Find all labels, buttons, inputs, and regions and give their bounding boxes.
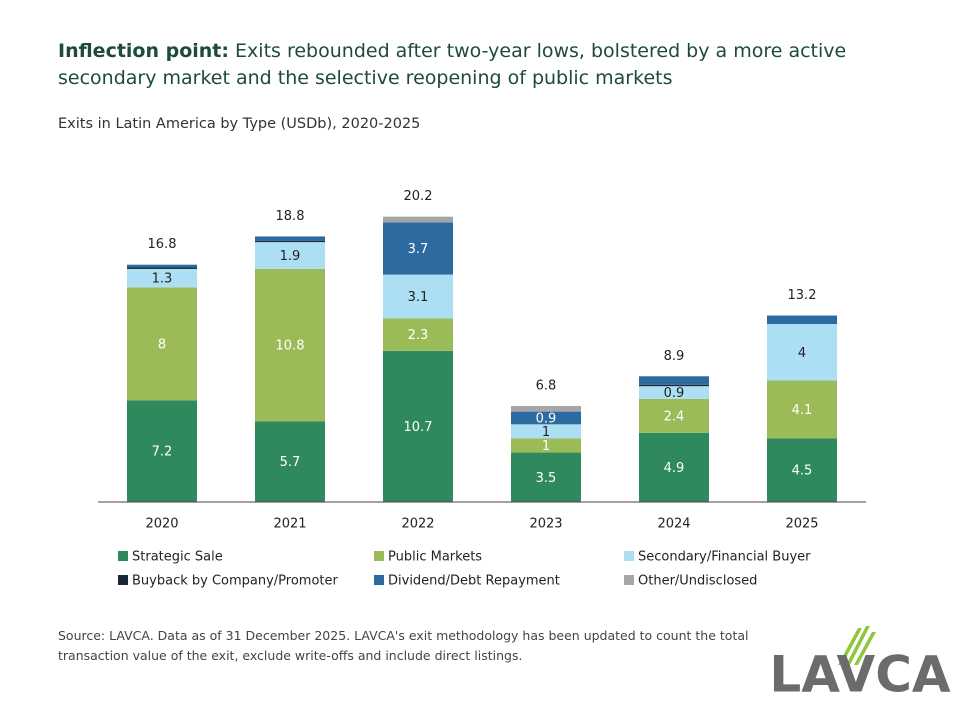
bar-segment [767,380,837,439]
data-label: 4.1 [792,403,813,418]
data-label: 3.5 [536,471,557,486]
bar-segment [127,267,197,269]
data-label: 0.9 [536,411,557,426]
bar-segment [767,438,837,502]
total-label: 16.8 [148,237,177,252]
total-label: 6.8 [536,378,557,393]
data-label: 0.9 [664,386,685,401]
title-text: Exits rebounded after two-year lows, bol… [58,40,847,89]
x-tick-label: 2021 [273,517,306,532]
bar-segment [639,386,709,399]
bar-segment [255,242,325,269]
data-label: 5.7 [280,455,301,470]
total-label: 20.2 [404,189,433,204]
bar-segment [767,324,837,381]
legend-swatch [624,551,634,561]
x-tick-label: 2025 [785,517,818,532]
bar-segment [511,411,581,425]
bar-segment [639,432,709,502]
bar-segment [639,376,709,385]
bar-segment [255,236,325,241]
bar-segment [127,264,197,268]
data-label: 4.9 [664,461,685,476]
legend-swatch [374,575,384,585]
x-tick-label: 2020 [145,517,178,532]
total-label: 13.2 [788,288,817,303]
logo-text: LAVCA [769,646,951,704]
legend-swatch [624,575,634,585]
bar-segment [511,438,581,453]
bar-segment [511,452,581,502]
bar-segment [511,405,581,412]
data-label: 1 [542,425,550,440]
logo-mark [838,626,876,665]
bar-segment [383,274,453,319]
legend-swatch [118,575,128,585]
legend-label: Other/Undisclosed [638,574,757,589]
title-lead: Inflection point: [58,40,229,62]
bar-segment [639,384,709,387]
data-label: 10.8 [276,339,305,354]
bar-segment [639,398,709,433]
legend-label: Strategic Sale [132,550,223,565]
data-label: 10.7 [404,420,433,435]
data-label: 1 [542,439,550,454]
logo-stripe [838,628,862,665]
legend-label: Public Markets [388,550,482,565]
total-label: 18.8 [276,209,305,224]
chart-title: Inflection point: Exits rebounded after … [58,38,908,92]
legend-label: Buyback by Company/Promoter [132,574,339,589]
legend-swatch [374,551,384,561]
data-label: 8 [158,337,166,352]
data-label: 7.2 [152,445,173,460]
logo-stripe [854,632,876,665]
bar-segment [127,268,197,288]
x-tick-label: 2023 [529,517,562,532]
x-tick-label: 2022 [401,517,434,532]
total-label: 8.9 [664,349,685,364]
bar-segment [255,240,325,243]
data-label: 4 [798,346,806,361]
bar-segment [383,318,453,351]
bar-segment [511,424,581,439]
data-label: 3.7 [408,242,429,257]
legend-label: Secondary/Financial Buyer [638,550,811,565]
bar-segment [383,350,453,502]
data-label: 2.4 [664,409,685,424]
data-label: 3.1 [408,290,429,305]
bar-segment [767,315,837,325]
data-label: 1.9 [280,249,301,264]
legend-swatch [118,551,128,561]
bar-segment [383,216,453,223]
bar-segment [255,268,325,422]
bar-segment [383,222,453,275]
chart-subtitle: Exits in Latin America by Type (USDb), 2… [58,116,421,132]
legend-label: Dividend/Debt Repayment [388,574,560,589]
data-label: 2.3 [408,328,429,343]
source-note: Source: LAVCA. Data as of 31 December 20… [58,628,749,663]
bar-segment [127,400,197,502]
data-label: 1.3 [152,272,173,287]
bar-segment [127,287,197,401]
x-tick-label: 2024 [657,517,690,532]
data-label: 4.5 [792,464,813,479]
logo-stripe [846,626,870,665]
bar-segment [255,421,325,502]
